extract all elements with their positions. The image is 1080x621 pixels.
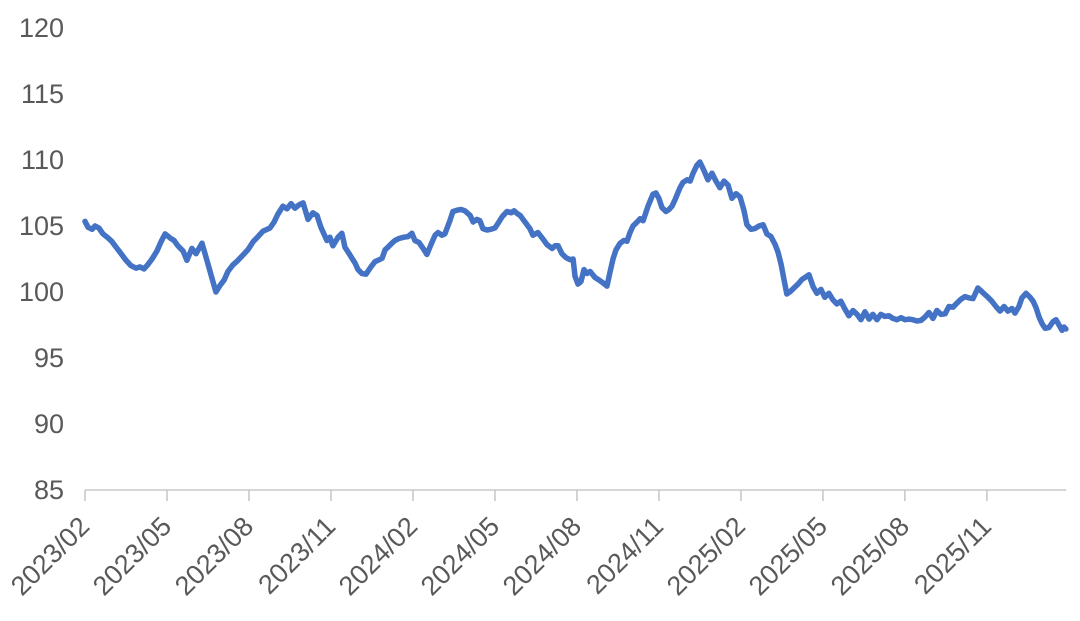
x-axis-tick-label: 2025/02: [661, 511, 751, 601]
x-axis-tick-label: 2025/08: [825, 511, 915, 601]
series-group: [82, 159, 1069, 334]
x-axis-tick-label: 2024/11: [580, 511, 669, 600]
y-axis-tick-label: 95: [34, 343, 64, 373]
y-axis-tick-label: 120: [19, 13, 64, 43]
x-axis-tick-label: 2024/05: [415, 511, 505, 601]
y-axis-tick-label: 100: [19, 277, 64, 307]
x-axis-tick-label: 2025/11: [908, 511, 997, 600]
series-line: [82, 159, 1069, 334]
y-axis-tick-label: 105: [19, 211, 64, 241]
y-axis-tick-label: 90: [34, 409, 64, 439]
x-axis-tick-label: 2024/08: [497, 511, 587, 601]
x-axis-tick-label: 2023/05: [87, 511, 177, 601]
x-axis-tick-label: 2025/05: [743, 511, 833, 601]
y-axis: 85 90 95 100 105 110 115 120: [19, 13, 64, 505]
y-axis-tick-label: 110: [21, 145, 64, 175]
x-axis-tick-label: 2024/02: [333, 511, 423, 601]
x-axis-tick-label: 2023/08: [169, 511, 259, 601]
y-axis-tick-label: 85: [34, 475, 64, 505]
y-axis-tick-label: 115: [21, 79, 64, 109]
x-axis: 2023/022023/052023/082023/112024/022024/…: [5, 489, 1067, 601]
x-axis-tick-label: 2023/02: [5, 511, 95, 601]
x-axis-tick-label: 2023/11: [252, 511, 341, 600]
